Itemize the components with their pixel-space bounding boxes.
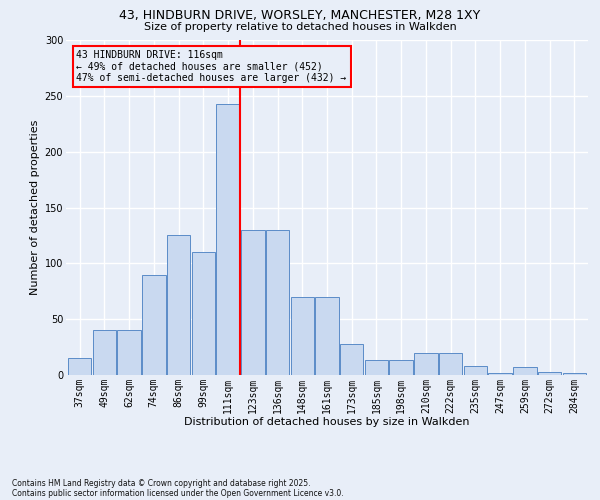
Bar [191,252,215,375]
Bar [340,344,364,375]
Bar [118,330,141,375]
Bar [266,230,289,375]
Bar [513,367,536,375]
Bar [167,236,190,375]
Text: Contains HM Land Registry data © Crown copyright and database right 2025.
Contai: Contains HM Land Registry data © Crown c… [12,479,344,498]
Bar [315,297,339,375]
Bar [563,373,586,375]
Bar [488,373,512,375]
Bar [389,360,413,375]
Bar [538,372,562,375]
Y-axis label: Number of detached properties: Number of detached properties [31,120,40,295]
Bar [216,104,240,375]
Bar [68,358,91,375]
Bar [414,352,438,375]
Bar [290,297,314,375]
Text: 43 HINDBURN DRIVE: 116sqm
← 49% of detached houses are smaller (452)
47% of semi: 43 HINDBURN DRIVE: 116sqm ← 49% of detac… [76,50,347,83]
Text: Size of property relative to detached houses in Walkden: Size of property relative to detached ho… [143,22,457,32]
Bar [241,230,265,375]
Text: 43, HINDBURN DRIVE, WORSLEY, MANCHESTER, M28 1XY: 43, HINDBURN DRIVE, WORSLEY, MANCHESTER,… [119,9,481,22]
Bar [365,360,388,375]
Bar [464,366,487,375]
Bar [439,352,463,375]
Bar [142,274,166,375]
Bar [92,330,116,375]
X-axis label: Distribution of detached houses by size in Walkden: Distribution of detached houses by size … [184,417,470,427]
